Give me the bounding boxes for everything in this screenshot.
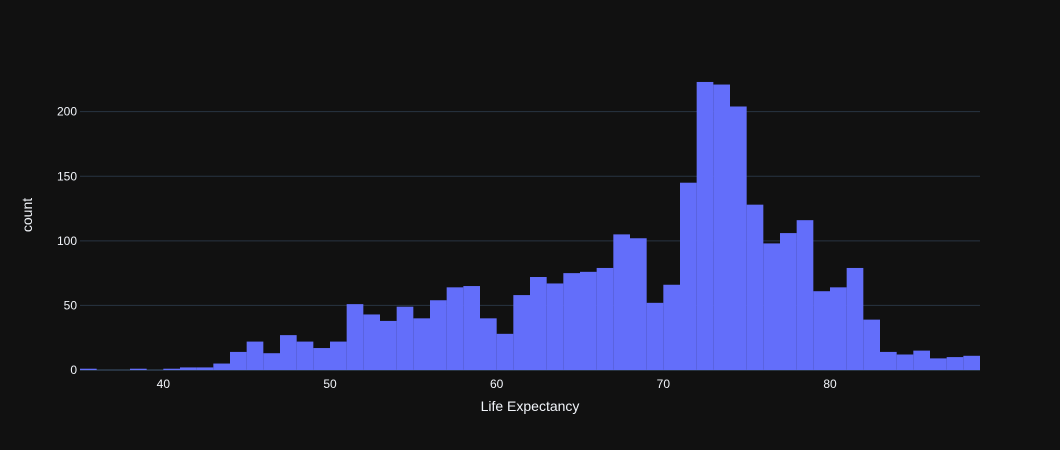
x-axis-title: Life Expectancy — [481, 398, 580, 414]
x-tick-label: 60 — [490, 377, 504, 391]
histogram-bar[interactable] — [913, 350, 930, 370]
histogram-bar[interactable] — [880, 351, 897, 370]
histogram-bar[interactable] — [230, 351, 247, 370]
histogram-bar[interactable] — [463, 286, 480, 370]
histogram-bar[interactable] — [546, 283, 564, 370]
histogram-bar[interactable] — [813, 291, 830, 370]
histogram-bar[interactable] — [263, 353, 280, 370]
histogram-bar[interactable] — [713, 84, 730, 371]
histogram-bar[interactable] — [663, 284, 680, 370]
histogram-bar[interactable] — [896, 354, 914, 371]
histogram-bar[interactable] — [163, 368, 180, 370]
histogram-bar[interactable] — [796, 220, 814, 370]
histogram-bar[interactable] — [746, 204, 764, 370]
y-tick-label: 200 — [57, 105, 77, 119]
x-tick-label: 40 — [157, 377, 171, 391]
histogram-bar[interactable] — [446, 287, 464, 370]
histogram-bar[interactable] — [480, 318, 497, 370]
histogram-bar[interactable] — [396, 306, 414, 370]
y-axis-title: count — [19, 198, 35, 232]
histogram-bar[interactable] — [696, 81, 714, 370]
y-tick-label: 100 — [57, 234, 77, 248]
histogram-bar[interactable] — [830, 287, 847, 370]
x-tick-label: 50 — [323, 377, 337, 391]
histogram-bar[interactable] — [630, 238, 647, 370]
histogram-bar[interactable] — [646, 302, 664, 370]
histogram-bar[interactable] — [563, 273, 580, 370]
histogram-bar[interactable] — [280, 335, 297, 370]
histogram-bar[interactable] — [963, 355, 980, 370]
histogram-bar[interactable] — [346, 304, 364, 370]
histogram-bar[interactable] — [330, 341, 347, 370]
histogram-bar[interactable] — [613, 234, 630, 370]
histogram-bar[interactable] — [680, 182, 697, 370]
x-tick-label: 70 — [657, 377, 671, 391]
y-tick-label: 150 — [57, 169, 77, 183]
histogram-bar[interactable] — [296, 341, 314, 370]
histogram-bar[interactable] — [246, 341, 264, 370]
histogram-bar[interactable] — [596, 267, 614, 370]
histogram-bar[interactable] — [180, 367, 197, 370]
histogram-bar[interactable] — [780, 233, 797, 370]
histogram-bar[interactable] — [413, 318, 430, 370]
y-tick-labels: 0 50 100 150 200 — [57, 105, 77, 377]
histogram-bar[interactable] — [946, 357, 964, 370]
histogram-bar[interactable] — [213, 363, 230, 370]
x-tick-labels: 40 50 60 70 80 — [157, 377, 837, 391]
histogram-bar[interactable] — [363, 314, 380, 370]
histogram-bar[interactable] — [196, 367, 214, 370]
histogram-bar[interactable] — [930, 358, 947, 370]
histogram-bar[interactable] — [380, 320, 397, 370]
histogram-bar[interactable] — [846, 267, 864, 370]
histogram-bar[interactable] — [530, 277, 547, 370]
histogram-bar[interactable] — [863, 319, 880, 370]
histogram-bar[interactable] — [496, 333, 514, 370]
histogram-bar[interactable] — [80, 368, 97, 370]
histogram-bar[interactable] — [730, 106, 747, 371]
y-tick-label: 0 — [70, 363, 77, 377]
histogram-bar[interactable] — [313, 348, 330, 370]
histogram-bar[interactable] — [763, 243, 780, 370]
histogram-bar[interactable] — [130, 368, 147, 370]
histogram-bar[interactable] — [580, 271, 597, 370]
histogram-bar[interactable] — [430, 300, 447, 370]
bars — [80, 81, 980, 371]
histogram-bar[interactable] — [513, 295, 530, 370]
x-tick-label: 80 — [823, 377, 837, 391]
y-tick-label: 50 — [64, 298, 78, 312]
